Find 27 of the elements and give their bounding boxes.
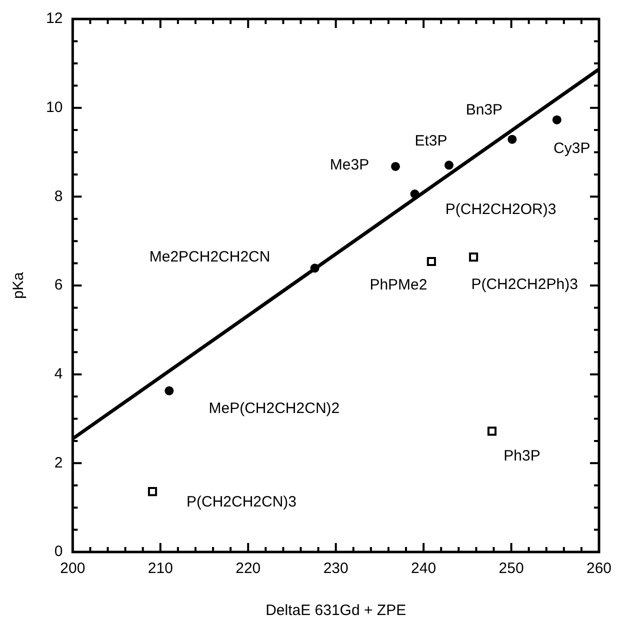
y-tick-label: 12	[46, 10, 63, 28]
x-tick-label: 260	[586, 560, 612, 578]
annotation: Cy3P	[554, 140, 590, 157]
annotation: P(CH2CH2Ph)3	[471, 276, 578, 294]
annotation: P(CH2CH2OR)3	[445, 201, 556, 218]
annotation: Bn3P	[466, 102, 503, 119]
annotation: Me3P	[330, 156, 370, 174]
annotation: Ph3P	[504, 447, 540, 464]
x-tick-label: 230	[323, 560, 348, 578]
annotation: PhPMe2	[370, 276, 428, 294]
y-tick-label: 10	[46, 98, 63, 116]
annotation: P(CH2CH2CN)3	[186, 494, 297, 511]
x-tick-label: 210	[148, 560, 173, 578]
y-tick-label: 4	[54, 365, 63, 382]
x-tick-label: 250	[498, 560, 524, 578]
x-tick-label: 240	[411, 560, 436, 578]
y-axis-title: pKa	[10, 272, 28, 299]
y-tick-label: 8	[54, 188, 63, 205]
annotation: Me2PCH2CH2CN	[149, 248, 270, 266]
annotation: Et3P	[414, 132, 448, 150]
annotation: MeP(CH2CH2CN)2	[208, 400, 340, 417]
y-tick-label: 0	[54, 543, 63, 560]
x-axis-title: DeltaE 631Gd + ZPE	[266, 602, 406, 620]
x-tick-label: 200	[60, 560, 86, 578]
y-tick-label: 6	[54, 276, 63, 294]
x-tick-label: 220	[236, 560, 261, 578]
y-tick-label: 2	[54, 454, 63, 472]
